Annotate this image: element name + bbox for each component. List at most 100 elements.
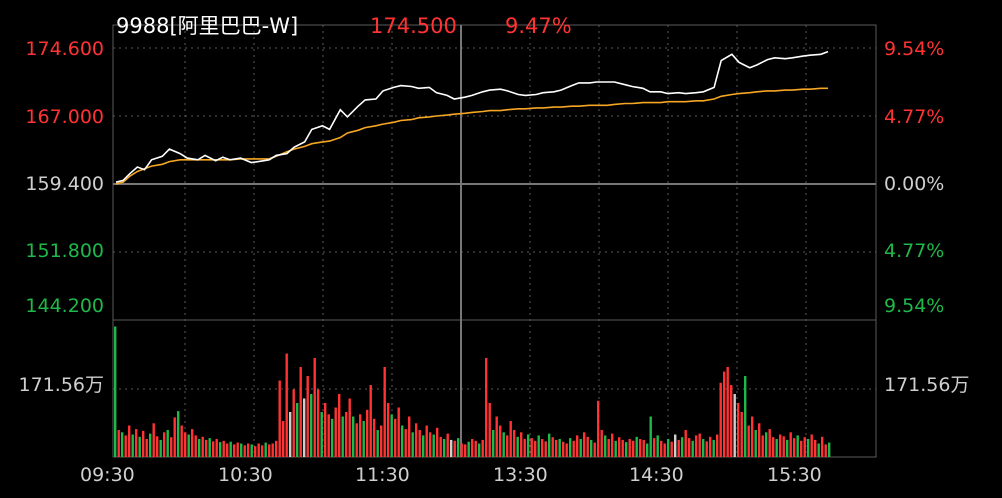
time-tick-1430: 14:30	[629, 464, 684, 486]
volume-bar	[229, 441, 232, 457]
volume-bar	[404, 429, 407, 457]
volume-bar	[789, 432, 792, 458]
volume-bar	[527, 434, 530, 457]
volume-bar	[429, 432, 432, 458]
volume-bar	[817, 443, 820, 457]
volume-bar	[254, 446, 257, 457]
volume-bar	[761, 435, 764, 457]
volume-bar	[268, 444, 271, 457]
volume-bar	[261, 445, 264, 457]
volume-bar	[292, 389, 295, 457]
volume-bar	[709, 436, 712, 458]
volume-bar	[691, 440, 694, 457]
volume-bar	[142, 430, 145, 457]
volume-bar	[751, 416, 754, 457]
volume-bar	[618, 437, 621, 457]
volume-bar	[313, 358, 316, 457]
volume-bar	[180, 425, 183, 457]
volume-bar	[222, 440, 225, 457]
volume-bar	[485, 358, 488, 457]
volume-bar	[807, 439, 810, 457]
volume-bar	[611, 433, 614, 457]
volume-bar	[138, 436, 141, 458]
volume-bar	[264, 442, 267, 457]
volume-bar	[467, 441, 470, 457]
volume-bar	[464, 444, 467, 457]
volume-bar	[205, 439, 208, 457]
volume-bar	[373, 418, 376, 458]
volume-bar	[698, 433, 701, 457]
volume-bar	[341, 416, 344, 457]
volume-bar	[331, 418, 334, 458]
volume-bar	[443, 439, 446, 457]
price-tick-174600: 174.600	[25, 38, 104, 60]
volume-bar	[656, 435, 659, 457]
volume-bar	[376, 430, 379, 457]
volume-bar	[149, 433, 152, 457]
price-line	[115, 50, 829, 183]
volume-bar	[324, 403, 327, 457]
volume-bar	[754, 430, 757, 457]
volume-bar	[667, 439, 670, 457]
volume-bar	[173, 417, 176, 457]
volume-bar	[782, 436, 785, 457]
volume-bar	[712, 439, 715, 457]
volume-bar	[576, 435, 579, 457]
volume-bar	[821, 436, 824, 458]
volume-bar	[495, 416, 498, 457]
volume-bar	[310, 394, 313, 457]
volume-bar	[765, 432, 768, 458]
volume-bar	[607, 439, 610, 457]
volume-bar	[747, 425, 750, 457]
volume-bar	[810, 434, 813, 457]
volume-bar	[590, 439, 593, 457]
volume-bar	[163, 432, 166, 458]
volume-bar	[716, 434, 719, 457]
volume-bar	[285, 353, 288, 457]
volume-bar	[201, 436, 204, 458]
volume-bar	[247, 443, 250, 457]
volume-bar	[583, 432, 586, 458]
volume-bar	[114, 326, 117, 457]
volume-bar	[492, 430, 495, 457]
volume-bar	[779, 434, 782, 457]
volume-bar	[653, 438, 656, 457]
volume-bar	[642, 439, 645, 457]
volume-bar	[289, 412, 292, 457]
volume-bar	[275, 440, 278, 457]
volume-bar	[303, 398, 306, 457]
volume-bar	[156, 436, 159, 457]
volume-bar	[425, 425, 428, 457]
volume-bar	[621, 439, 624, 457]
volume-bar	[278, 380, 281, 457]
volume-bar	[758, 423, 761, 458]
volume-bar	[719, 382, 722, 458]
volume-bar	[460, 443, 463, 457]
volume-bar	[198, 439, 201, 457]
volume-tick-right: 171.56万	[884, 374, 970, 396]
volume-bar	[814, 439, 817, 457]
volume-bar	[502, 432, 505, 458]
volume-bar	[625, 442, 628, 457]
volume-bar	[516, 436, 519, 458]
time-tick-1330: 13:30	[493, 464, 548, 486]
volume-bar	[579, 439, 582, 457]
volume-bar	[744, 376, 747, 457]
volume-bar	[250, 444, 253, 457]
volume-bar	[152, 423, 155, 458]
volume-bar	[509, 421, 512, 457]
volume-bar	[499, 425, 502, 457]
volume-bar	[649, 416, 652, 457]
volume-bar	[544, 441, 547, 458]
volume-bar	[411, 432, 414, 458]
pct-tick-lower-mid: 4.77%	[884, 240, 945, 262]
volume-bar	[348, 398, 351, 457]
pct-tick-upper: 9.54%	[884, 38, 945, 60]
volume-bar	[397, 407, 400, 457]
volume-bar	[670, 441, 673, 457]
volume-bar	[170, 437, 173, 457]
volume-bar	[320, 412, 323, 457]
volume-bar	[243, 445, 246, 457]
volume-bar	[128, 425, 131, 457]
volume-bar	[541, 439, 544, 457]
